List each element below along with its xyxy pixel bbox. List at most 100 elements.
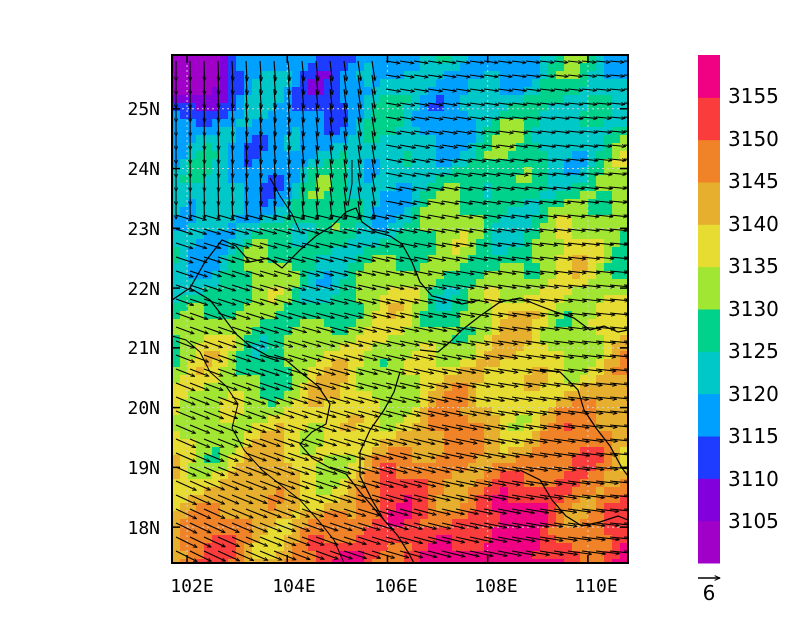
contour-cell xyxy=(572,135,581,144)
wind-arrow xyxy=(623,242,628,244)
contour-cell xyxy=(284,375,293,384)
contour-cell xyxy=(364,503,373,512)
wind-arrow xyxy=(288,200,290,219)
contour-cell xyxy=(460,311,469,320)
contour-cell xyxy=(428,111,437,120)
contour-cell xyxy=(308,511,317,520)
contour-cell xyxy=(196,503,205,512)
contour-cell xyxy=(588,479,597,488)
contour-cell xyxy=(204,127,213,136)
contour-cell xyxy=(516,447,525,456)
wind-arrow xyxy=(525,186,542,189)
wind-arrow xyxy=(413,74,428,77)
contour-cell xyxy=(436,455,445,464)
contour-cell xyxy=(380,167,389,176)
wind-arrow xyxy=(301,298,320,304)
contour-cell xyxy=(316,191,325,200)
contour-cell xyxy=(524,271,533,280)
contour-cell xyxy=(404,287,413,296)
contour-cell xyxy=(308,151,317,160)
contour-cell xyxy=(276,287,285,296)
contour-cell xyxy=(268,431,277,440)
contour-cell xyxy=(620,471,628,480)
contour-cell xyxy=(532,431,541,440)
contour-cell xyxy=(612,311,621,320)
contour-cell xyxy=(356,535,365,544)
contour-cell xyxy=(268,295,277,304)
contour-cell xyxy=(516,79,525,88)
contour-cell xyxy=(580,79,589,88)
contour-cell xyxy=(428,343,437,352)
contour-cell xyxy=(180,71,189,80)
contour-cell xyxy=(612,119,621,128)
contour-cell xyxy=(596,79,605,88)
wind-arrow xyxy=(609,271,628,273)
contour-cell xyxy=(348,207,357,216)
contour-cell xyxy=(620,391,628,400)
contour-cell xyxy=(204,359,213,368)
contour-cell xyxy=(316,407,325,416)
contour-cell xyxy=(420,391,429,400)
contour-cell xyxy=(508,511,517,520)
contour-cell xyxy=(572,271,581,280)
contour-cell xyxy=(196,351,205,360)
contour-cell xyxy=(180,223,189,232)
contour-cell xyxy=(260,207,269,216)
contour-cell xyxy=(204,247,213,256)
x-tick-label: 104E xyxy=(272,576,315,597)
wind-arrow xyxy=(385,88,400,91)
contour-cell xyxy=(180,327,189,336)
contour-cell xyxy=(420,159,429,168)
contour-cell xyxy=(404,319,413,328)
wind-arrow xyxy=(595,103,611,104)
contour-cell xyxy=(548,95,557,104)
contour-cell xyxy=(548,311,557,320)
contour-cell xyxy=(244,439,253,448)
wind-arrow xyxy=(609,103,625,104)
contour-cell xyxy=(580,167,589,176)
wind-arrow xyxy=(567,61,582,62)
contour-cell xyxy=(268,151,277,160)
contour-cell xyxy=(484,223,493,232)
contour-cell xyxy=(292,359,301,368)
contour-cell xyxy=(380,351,389,360)
contour-cell xyxy=(292,119,301,128)
contour-cell xyxy=(444,87,453,96)
contour-cell xyxy=(452,543,461,552)
contour-cell xyxy=(228,303,237,312)
contour-cell xyxy=(332,215,341,224)
contour-cell xyxy=(524,335,533,344)
contour-cell xyxy=(516,359,525,368)
contour-cell xyxy=(252,111,261,120)
contour-cell xyxy=(460,455,469,464)
contour-cell xyxy=(556,407,565,416)
contour-cell xyxy=(348,487,357,496)
contour-cell xyxy=(316,143,325,152)
wind-arrow xyxy=(469,75,484,77)
contour-cell xyxy=(420,447,429,456)
contour-cell xyxy=(196,183,205,192)
contour-cell xyxy=(212,167,221,176)
contour-cell xyxy=(516,215,525,224)
contour-cell xyxy=(180,519,189,528)
contour-cell xyxy=(372,71,381,80)
contour-cell xyxy=(540,319,549,328)
contour-cell xyxy=(484,471,493,480)
wind-arrow xyxy=(399,158,416,162)
contour-cell xyxy=(516,367,525,376)
contour-cell xyxy=(372,167,381,176)
contour-cell xyxy=(364,407,373,416)
wind-arrow xyxy=(539,172,556,175)
contour-cell xyxy=(220,391,229,400)
wind-arrow xyxy=(203,270,221,277)
contour-cell xyxy=(268,367,277,376)
contour-cell xyxy=(356,527,365,536)
contour-cell xyxy=(364,223,373,232)
wind-arrow xyxy=(413,214,431,218)
contour-cell xyxy=(500,367,509,376)
contour-cell xyxy=(612,391,621,400)
contour-cell xyxy=(180,55,189,64)
contour-cell xyxy=(380,87,389,96)
wind-arrow xyxy=(497,172,514,175)
contour-cell xyxy=(388,151,397,160)
